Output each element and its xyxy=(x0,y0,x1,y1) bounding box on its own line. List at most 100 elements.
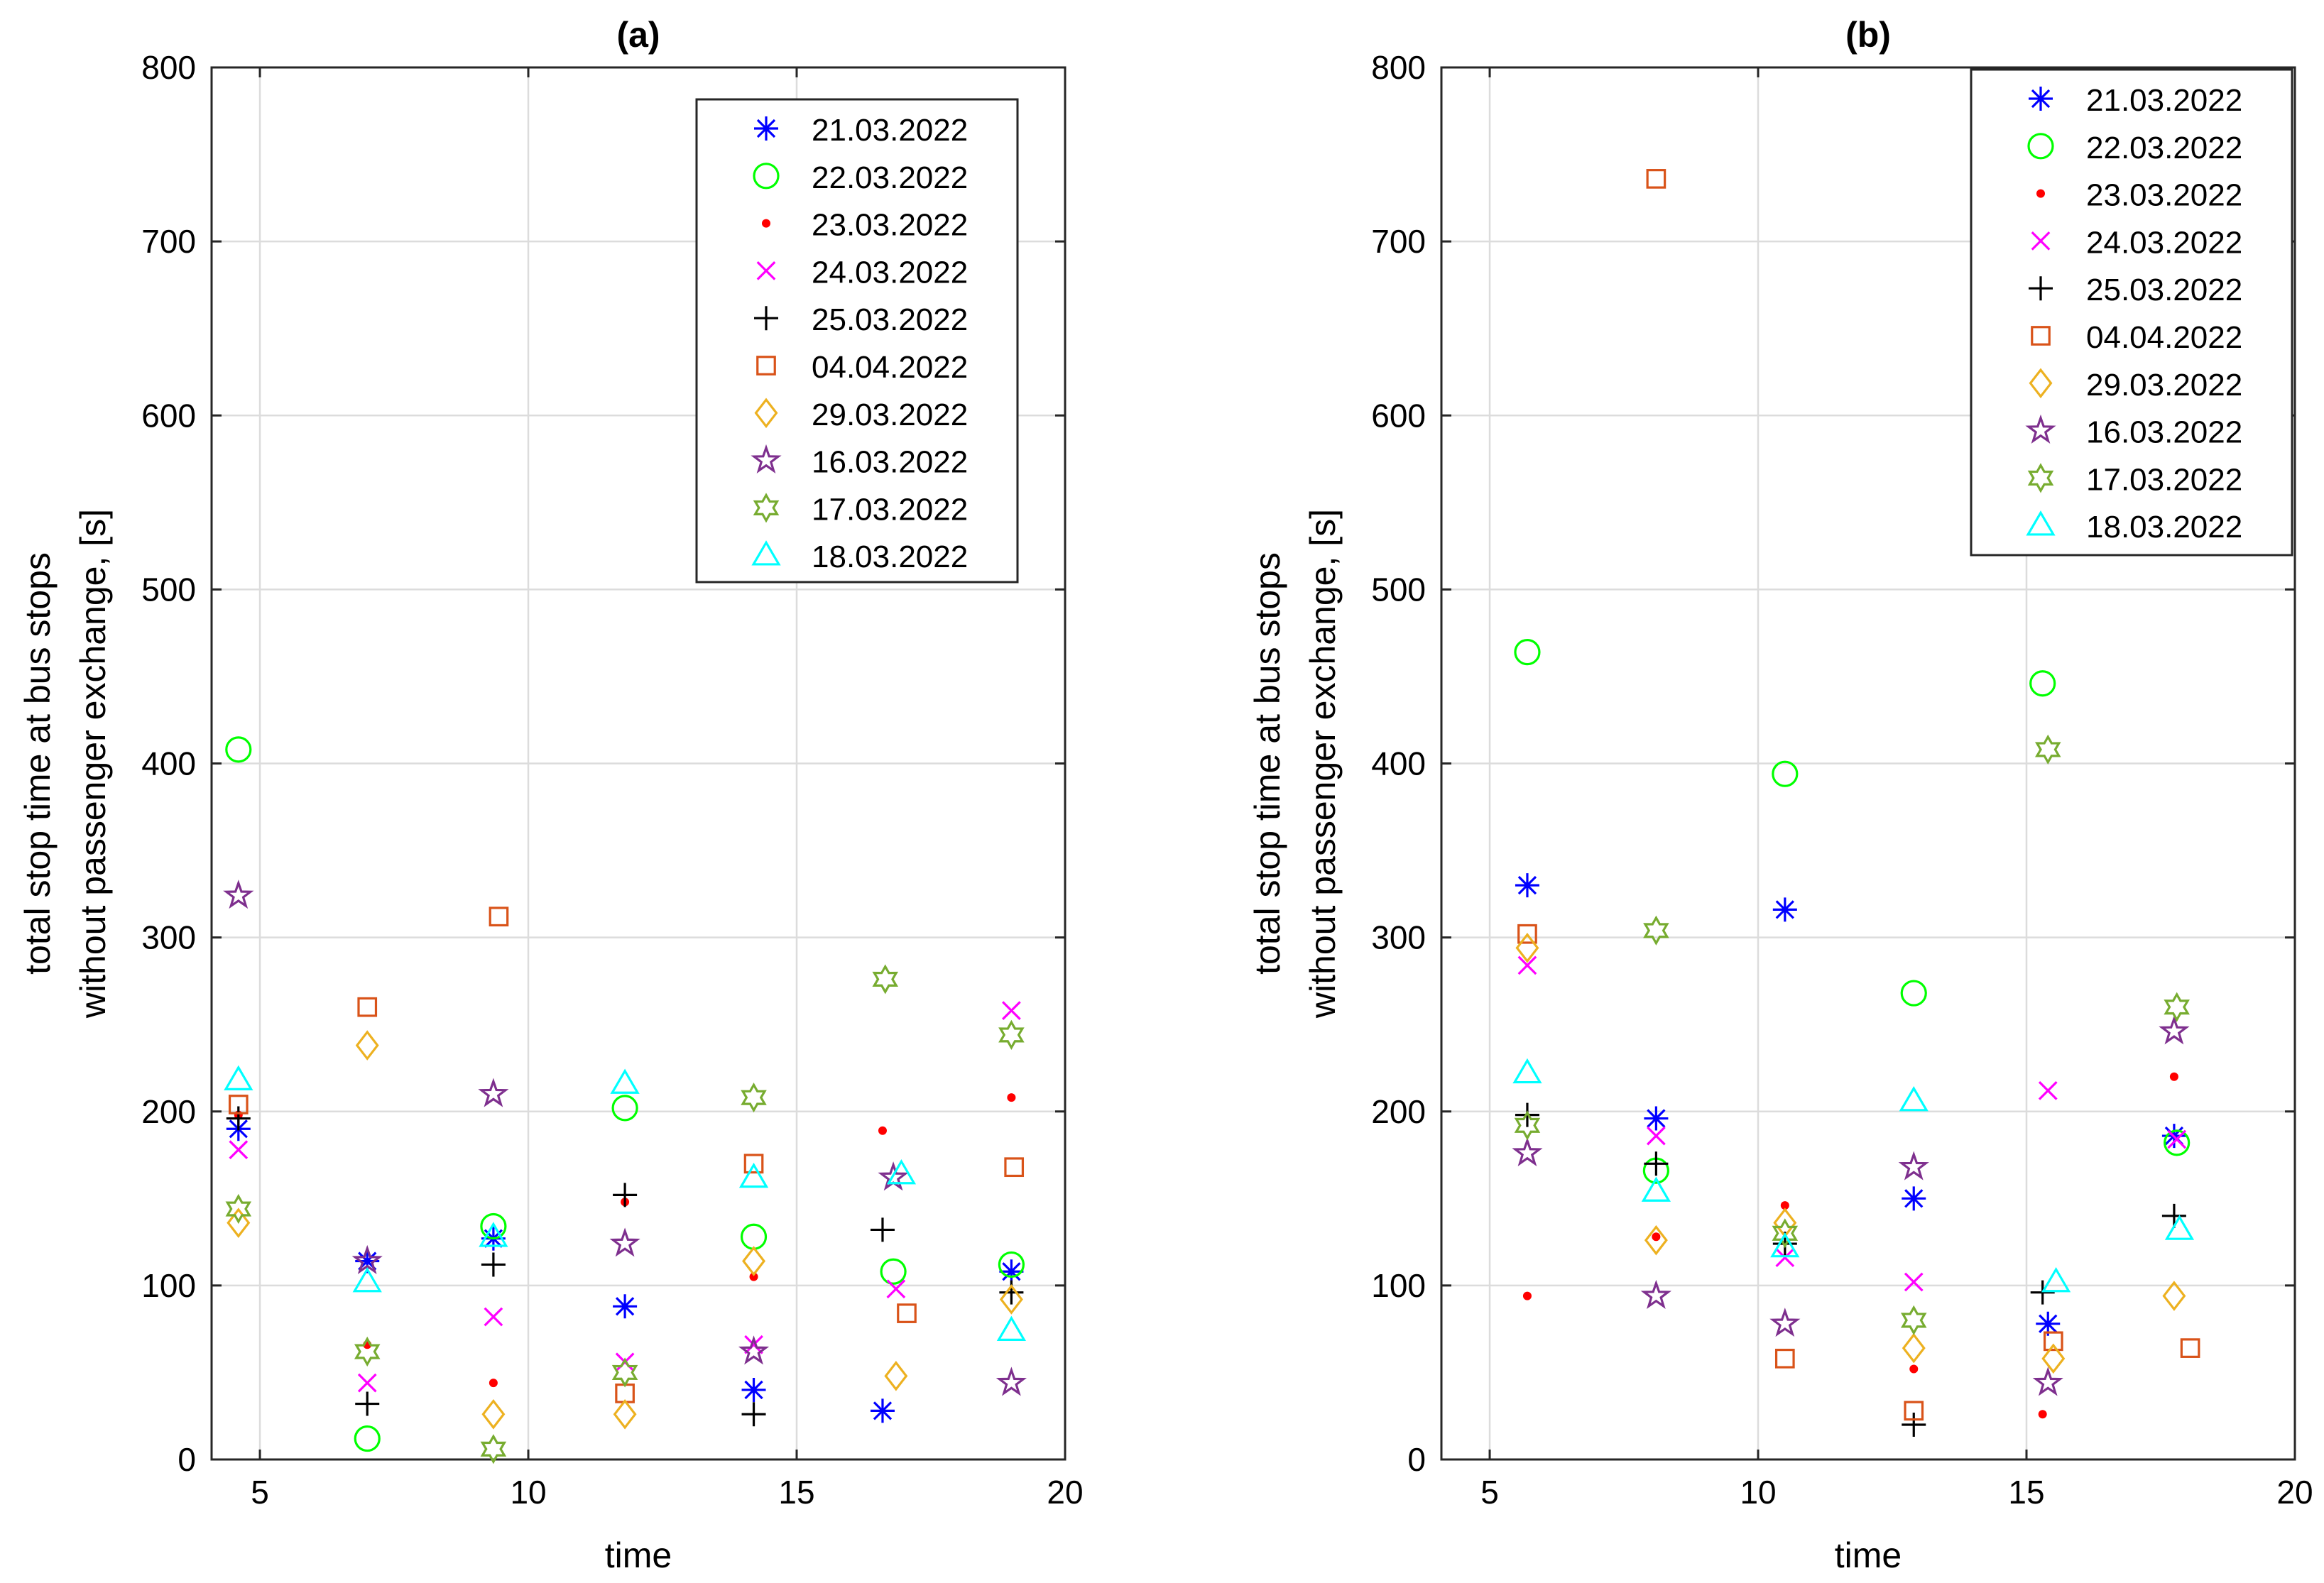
data-point xyxy=(2034,734,2061,765)
data-point xyxy=(1517,924,1537,944)
data-point xyxy=(884,1361,908,1391)
y-tick-label: 100 xyxy=(141,1267,196,1304)
legend-label: 22.03.2022 xyxy=(2086,131,2242,165)
legend-marker xyxy=(2036,189,2045,198)
data-point xyxy=(355,1030,379,1061)
data-point xyxy=(870,1398,895,1423)
data-point xyxy=(613,1398,637,1430)
y-tick-label: 400 xyxy=(1371,745,1426,782)
data-point xyxy=(2038,1410,2047,1419)
data-point xyxy=(609,1227,640,1257)
y-axis-label: total stop time at bus stops xyxy=(18,552,58,975)
x-axis-label: time xyxy=(1835,1535,1902,1575)
data-point xyxy=(2167,1129,2187,1149)
data-point xyxy=(2029,670,2056,697)
series-04.04.2022 xyxy=(228,906,1025,1403)
x-tick-label: 20 xyxy=(1047,1474,1083,1511)
data-point xyxy=(2164,1129,2191,1156)
y-axis-label: total stop time at bus stops xyxy=(1248,552,1287,975)
data-point xyxy=(744,1335,763,1354)
data-point xyxy=(480,1434,507,1464)
data-point xyxy=(998,1019,1025,1050)
legend-marker xyxy=(2027,463,2054,493)
data-point xyxy=(741,1377,766,1402)
data-point xyxy=(225,736,252,763)
data-point xyxy=(1640,1279,1672,1309)
data-point xyxy=(2180,1338,2200,1358)
series-17.03.2022 xyxy=(1514,734,2190,1335)
legend-marker xyxy=(756,261,776,280)
data-point xyxy=(2162,1281,2186,1311)
data-point xyxy=(880,1258,907,1285)
data-point xyxy=(738,1162,769,1188)
legend-marker xyxy=(754,116,778,141)
y-tick-label: 100 xyxy=(1371,1267,1426,1304)
data-point xyxy=(357,997,378,1017)
data-point xyxy=(478,1078,509,1107)
data-point xyxy=(1641,1176,1671,1202)
chart-title: (b) xyxy=(1845,15,1891,55)
x-axis-label: time xyxy=(605,1535,672,1575)
data-point xyxy=(2164,992,2190,1022)
y-tick-label: 800 xyxy=(141,49,196,86)
data-point xyxy=(1647,1126,1666,1146)
legend-marker xyxy=(751,444,782,473)
series-16.03.2022 xyxy=(223,880,1027,1396)
data-point xyxy=(2036,1311,2061,1336)
y-tick-label: 800 xyxy=(1371,49,1426,86)
data-point xyxy=(1643,915,1669,946)
data-point xyxy=(1898,1151,1929,1181)
y-tick-label: 600 xyxy=(141,397,196,434)
data-point xyxy=(872,964,899,995)
data-point xyxy=(1774,1348,1795,1369)
series-16.03.2022 xyxy=(1512,1015,2190,1396)
data-point xyxy=(995,1366,1027,1396)
x-tick-label: 5 xyxy=(251,1474,269,1511)
x-tick-label: 15 xyxy=(2008,1474,2044,1511)
series-29.03.2022 xyxy=(1515,933,2186,1374)
data-point xyxy=(1775,1248,1795,1268)
data-point xyxy=(1512,1136,1543,1166)
data-point xyxy=(742,1246,766,1276)
legend-marker xyxy=(2029,87,2053,111)
y-tick-label: 500 xyxy=(141,571,196,608)
data-point xyxy=(741,1083,767,1113)
legend-label: 22.03.2022 xyxy=(812,160,968,195)
legend-label: 25.03.2022 xyxy=(812,302,968,337)
data-point xyxy=(996,1315,1027,1341)
data-point xyxy=(1900,1305,1927,1335)
series-24.03.2022 xyxy=(229,1001,1021,1393)
data-point xyxy=(357,1373,377,1393)
data-point xyxy=(1772,897,1797,922)
legend-marker xyxy=(762,219,770,228)
legend-label: 16.03.2022 xyxy=(812,445,968,480)
chart-title: (a) xyxy=(616,15,660,55)
series-21.03.2022 xyxy=(226,1117,1024,1423)
data-point xyxy=(999,1284,1023,1315)
legend-label: 16.03.2022 xyxy=(2086,415,2242,450)
data-point xyxy=(878,1126,887,1135)
legend-label: 23.03.2022 xyxy=(812,208,968,243)
data-point xyxy=(2164,1215,2195,1240)
data-point xyxy=(886,1279,906,1299)
series-25.03.2022 xyxy=(226,1106,1024,1427)
data-point xyxy=(2041,1343,2066,1374)
legend: 21.03.2022 22.03.2022 23.03.2022 24.03.2022… xyxy=(1970,68,2293,557)
data-point xyxy=(2041,1266,2071,1293)
data-point xyxy=(479,1222,508,1247)
data-point xyxy=(1902,1412,1926,1437)
legend-label: 25.03.2022 xyxy=(2086,273,2242,307)
data-point xyxy=(611,1095,638,1122)
data-point xyxy=(1002,1001,1021,1020)
data-point xyxy=(1522,1291,1532,1300)
series-21.03.2022 xyxy=(1515,873,2186,1336)
data-point xyxy=(351,1244,383,1274)
legend-label: 29.03.2022 xyxy=(812,398,968,432)
data-point xyxy=(226,1106,251,1131)
legend-label: 23.03.2022 xyxy=(2086,178,2242,213)
y-tick-label: 300 xyxy=(1371,919,1426,956)
legend-marker xyxy=(2027,133,2054,160)
data-point xyxy=(1899,1086,1929,1112)
data-point xyxy=(225,1193,252,1225)
data-point xyxy=(1644,1106,1669,1131)
